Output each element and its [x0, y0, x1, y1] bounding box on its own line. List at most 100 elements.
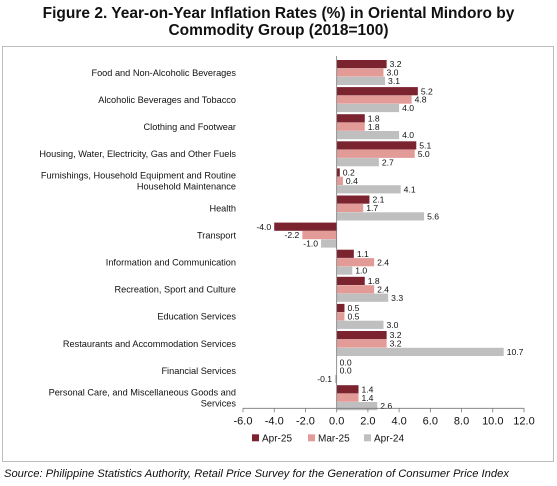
category-label: Information and Communication — [106, 258, 236, 268]
bar-apr-25 — [336, 114, 365, 123]
data-label: -1.0 — [303, 239, 318, 249]
data-label: 1.1 — [357, 249, 369, 259]
data-label: 1.8 — [368, 113, 380, 123]
data-label: 0.4 — [346, 176, 358, 186]
bar-apr-25 — [336, 141, 417, 150]
category-label: Alcoholic Beverages and Tobacco — [98, 95, 236, 105]
data-label: 3.1 — [388, 76, 400, 86]
bar-mar-25 — [336, 149, 415, 158]
data-label: 3.3 — [391, 293, 403, 303]
bar-apr-24 — [336, 402, 378, 411]
category-label: Health — [209, 203, 236, 213]
data-label: -2.2 — [285, 230, 300, 240]
bar-apr-25 — [336, 385, 359, 394]
category-label: Household Maintenance — [137, 182, 236, 192]
data-label: 5.0 — [418, 149, 430, 159]
x-tick-label: 4.0 — [391, 415, 406, 427]
x-tick-label: 8.0 — [454, 415, 469, 427]
data-label: 3.0 — [387, 68, 399, 78]
bar-mar-25 — [336, 122, 365, 131]
bar-mar-25 — [336, 393, 359, 402]
bar-mar-25 — [336, 312, 345, 321]
x-tick-label: 12.0 — [513, 415, 534, 427]
category-label: Clothing and Footwear — [144, 122, 236, 132]
data-label: 5.6 — [427, 212, 439, 222]
bar-apr-24 — [336, 347, 504, 356]
data-label: 3.2 — [390, 59, 402, 69]
bar-apr-24 — [336, 212, 425, 221]
category-label: Transport — [197, 230, 236, 240]
data-label: 2.4 — [377, 257, 389, 267]
data-label: 1.8 — [368, 122, 380, 132]
data-label: 0.2 — [343, 168, 355, 178]
category-label: Financial Services — [161, 366, 236, 376]
bar-apr-25 — [336, 276, 365, 285]
chart-title: Figure 2. Year-on-Year Inflation Rates (… — [0, 5, 557, 39]
data-label: 3.2 — [390, 339, 402, 349]
data-label: 2.4 — [377, 284, 389, 294]
data-label: 1.7 — [366, 203, 378, 213]
x-tick-label: -2.0 — [296, 415, 315, 427]
bar-apr-24 — [335, 374, 337, 384]
data-label: 0.0 — [340, 366, 352, 376]
bar-apr-24 — [336, 76, 386, 85]
bar-apr-24 — [336, 293, 389, 302]
bar-mar-25 — [336, 68, 384, 77]
data-label: 1.0 — [355, 266, 367, 276]
legend-swatch — [308, 434, 315, 442]
bar-apr-25 — [336, 249, 354, 258]
bar-apr-24 — [336, 103, 400, 113]
legend-label: Apr-25 — [262, 433, 292, 444]
bar-apr-24 — [336, 320, 384, 329]
bar-mar-25 — [336, 95, 412, 104]
x-tick-label: 10.0 — [482, 415, 503, 427]
data-label: 4.8 — [415, 95, 427, 105]
data-label: 2.1 — [372, 195, 384, 205]
bar-apr-25 — [336, 195, 370, 204]
category-label: Housing, Water, Electricity, Gas and Oth… — [39, 149, 236, 159]
bar-mar-25 — [302, 231, 337, 240]
bar-apr-25 — [336, 60, 387, 69]
category-label: Food and Non-Alcoholic Beverages — [91, 68, 236, 78]
data-label: 3.0 — [387, 320, 399, 330]
chart-title-line-2: Commodity Group (2018=100) — [168, 22, 389, 39]
x-tick-label: -4.0 — [265, 415, 284, 427]
category-label: Personal Care, and Miscellaneous Goods a… — [49, 388, 236, 398]
data-label: -0.1 — [317, 374, 332, 384]
bar-apr-25 — [336, 331, 387, 340]
legend-swatch — [364, 434, 371, 442]
legend-label: Apr-24 — [374, 433, 404, 444]
data-label: 0.0 — [340, 357, 352, 367]
data-label: 2.7 — [382, 157, 394, 167]
bar-apr-25 — [336, 303, 345, 313]
bar-mar-25 — [336, 285, 375, 294]
bar-apr-24 — [321, 239, 337, 248]
bar-mar-25 — [336, 339, 387, 348]
data-label: 0.5 — [347, 303, 359, 313]
data-label: 0.5 — [347, 312, 359, 322]
source-note: Source: Philippine Statistics Authority,… — [4, 468, 509, 480]
data-label: 1.4 — [362, 393, 374, 403]
bar-apr-25 — [336, 87, 418, 96]
x-tick-label: 2.0 — [360, 415, 375, 427]
bar-mar-25 — [336, 203, 364, 213]
data-label: 4.0 — [402, 130, 414, 140]
bar-apr-24 — [336, 185, 401, 194]
chart-frame — [2, 46, 554, 462]
legend-label: Mar-25 — [318, 433, 350, 444]
data-label: 3.2 — [390, 330, 402, 340]
category-label: Services — [201, 399, 237, 409]
category-label: Education Services — [157, 312, 236, 322]
bar-apr-24 — [336, 266, 353, 275]
bar-mar-25 — [336, 258, 375, 267]
bar-apr-24 — [336, 131, 400, 140]
data-label: 1.4 — [362, 384, 374, 394]
data-label: 10.7 — [507, 347, 524, 357]
bar-apr-24 — [336, 158, 379, 167]
x-tick-label: 6.0 — [423, 415, 438, 427]
chart-title-line-1: Figure 2. Year-on-Year Inflation Rates (… — [42, 5, 515, 22]
category-label: Recreation, Sport and Culture — [114, 285, 236, 295]
data-label: 1.8 — [368, 276, 380, 286]
legend-swatch — [252, 434, 259, 442]
